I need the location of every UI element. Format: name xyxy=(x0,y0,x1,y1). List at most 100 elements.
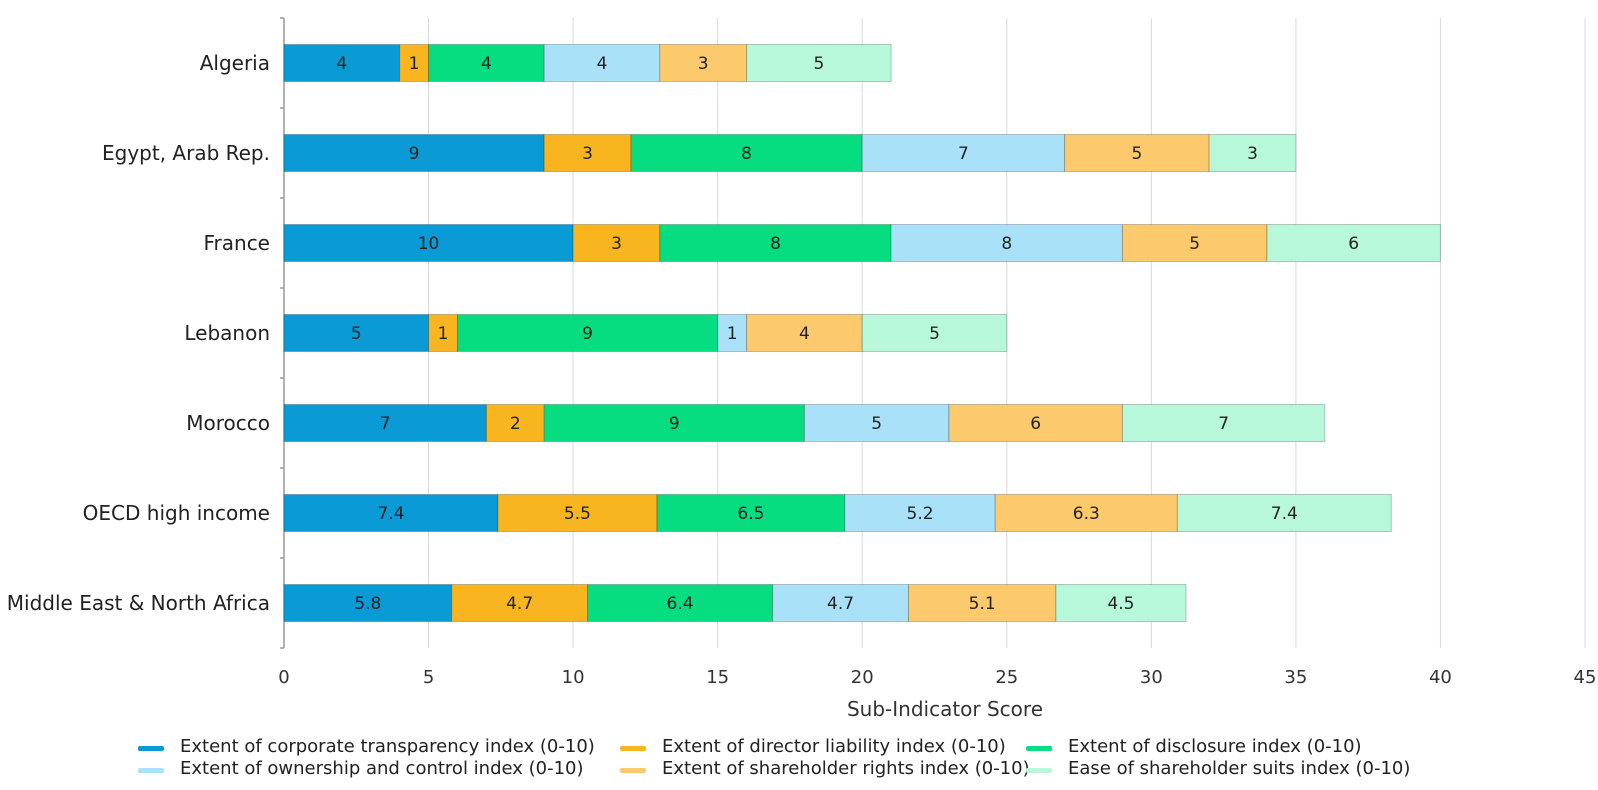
bar-segment xyxy=(772,584,909,622)
bar-segment xyxy=(283,314,430,352)
data-label: 10 xyxy=(418,234,440,254)
bar-segment xyxy=(1055,584,1187,622)
data-label: 4 xyxy=(597,54,608,74)
legend-swatch xyxy=(138,768,164,773)
x-tick-label: 40 xyxy=(1429,667,1452,688)
x-tick-label: 35 xyxy=(1284,667,1307,688)
data-label: 8 xyxy=(741,144,752,164)
x-tick-label: 20 xyxy=(851,667,874,688)
data-label: 7.4 xyxy=(1271,504,1298,524)
data-label: 3 xyxy=(1247,144,1258,164)
bar-segment xyxy=(1208,134,1297,172)
bar-segment xyxy=(572,224,661,262)
bar-segment xyxy=(994,494,1178,532)
bar-segment xyxy=(861,134,1066,172)
data-label: 5 xyxy=(1131,144,1142,164)
category-label: France xyxy=(203,231,270,255)
legend-swatch xyxy=(138,746,164,751)
data-label: 6.5 xyxy=(737,504,764,524)
bar-segment xyxy=(451,584,589,622)
x-tick-label: 45 xyxy=(1574,667,1597,688)
data-label: 5 xyxy=(351,324,362,344)
category-label: OECD high income xyxy=(83,501,270,525)
legend-label: Extent of director liability index (0-10… xyxy=(662,736,1006,757)
bar-segment xyxy=(1121,404,1326,442)
legend-swatch xyxy=(620,746,646,751)
bar-segment xyxy=(485,404,545,442)
data-label: 4.7 xyxy=(506,594,533,614)
bar-segment xyxy=(656,494,846,532)
data-label: 6.4 xyxy=(667,594,694,614)
data-label: 5.1 xyxy=(969,594,996,614)
category-label: Lebanon xyxy=(184,321,270,345)
data-label: 7 xyxy=(1218,414,1229,434)
bar-segment xyxy=(746,44,892,82)
bar-segment xyxy=(587,584,774,622)
data-label: 5 xyxy=(929,324,940,344)
bar-segment xyxy=(456,314,719,352)
bar-segment xyxy=(659,224,892,262)
data-label: 9 xyxy=(582,324,593,344)
bar-segment xyxy=(861,314,1008,352)
bar-segment xyxy=(283,494,499,532)
data-label: 4.5 xyxy=(1107,594,1134,614)
data-label: 5 xyxy=(1189,234,1200,254)
x-tick-label: 15 xyxy=(706,667,729,688)
category-label: Egypt, Arab Rep. xyxy=(102,141,270,165)
data-label: 8 xyxy=(770,234,781,254)
data-label: 4 xyxy=(481,54,492,74)
data-label: 1 xyxy=(409,54,420,74)
bar-segment xyxy=(543,44,661,82)
data-label: 4 xyxy=(799,324,810,344)
data-label: 6.3 xyxy=(1073,504,1100,524)
data-label: 3 xyxy=(611,234,622,254)
y-axis xyxy=(280,17,285,649)
data-label: 5.8 xyxy=(354,594,381,614)
data-label: 7.4 xyxy=(377,504,404,524)
bar-segment xyxy=(907,584,1057,622)
data-label: 8 xyxy=(1001,234,1012,254)
data-label: 6 xyxy=(1030,414,1041,434)
data-label: 9 xyxy=(409,144,420,164)
legend-label: Extent of corporate transparency index (… xyxy=(180,736,595,757)
bar-segment xyxy=(399,44,430,82)
legend-label: Extent of ownership and control index (0… xyxy=(180,758,584,779)
category-label: Morocco xyxy=(186,411,270,435)
bar-segment xyxy=(543,134,632,172)
x-tick-label: 10 xyxy=(562,667,585,688)
legend-swatch xyxy=(1026,768,1052,773)
bar-segment xyxy=(1176,494,1392,532)
data-label: 5.2 xyxy=(907,504,934,524)
bar-segment xyxy=(890,224,1123,262)
data-label: 4.7 xyxy=(827,594,854,614)
x-tick-label: 25 xyxy=(995,667,1018,688)
data-label: 3 xyxy=(698,54,709,74)
legend-label: Ease of shareholder suits index (0-10) xyxy=(1068,758,1411,779)
data-label: 5 xyxy=(813,54,824,74)
data-label: 4 xyxy=(336,54,347,74)
bar-segment xyxy=(428,44,545,82)
data-label: 3 xyxy=(582,144,593,164)
x-axis-title: Sub-Indicator Score xyxy=(847,697,1043,721)
category-label: Algeria xyxy=(200,51,270,75)
legend-label: Extent of disclosure index (0-10) xyxy=(1068,736,1362,757)
legend-label: Extent of shareholder rights index (0-10… xyxy=(662,758,1030,779)
bar-segment xyxy=(1121,224,1268,262)
data-label: 1 xyxy=(727,324,738,344)
x-tick-label: 30 xyxy=(1140,667,1163,688)
bar-segment xyxy=(746,314,863,352)
bar-segment xyxy=(283,404,487,442)
data-label: 2 xyxy=(510,414,521,434)
x-tick-label: 0 xyxy=(278,667,289,688)
bar-segment xyxy=(283,224,574,262)
data-label: 1 xyxy=(438,324,449,344)
bar-segment xyxy=(948,404,1123,442)
bar-segment xyxy=(497,494,658,532)
data-label: 7 xyxy=(958,144,969,164)
category-label: Middle East & North Africa xyxy=(7,591,270,615)
data-label: 7 xyxy=(380,414,391,434)
bar-segment xyxy=(1266,224,1441,262)
legend-swatch xyxy=(1026,746,1052,751)
